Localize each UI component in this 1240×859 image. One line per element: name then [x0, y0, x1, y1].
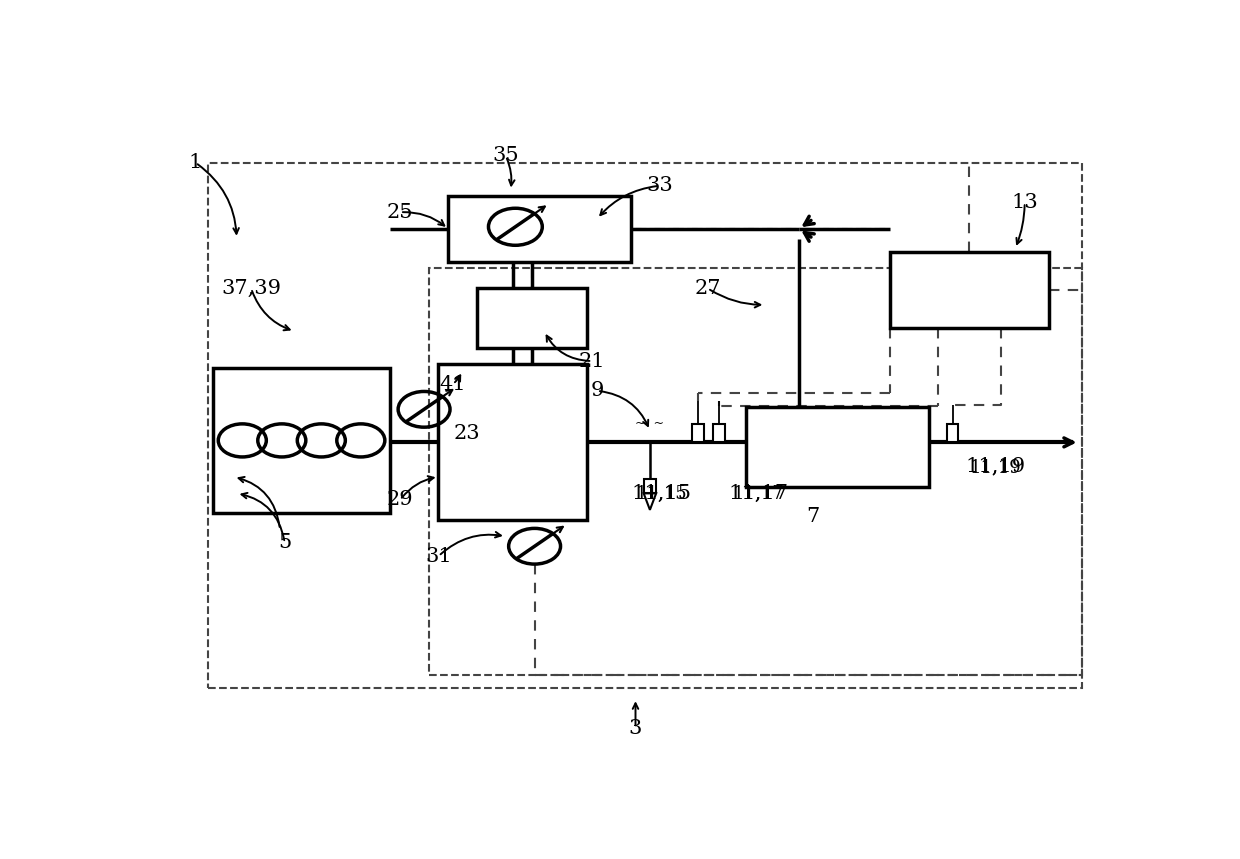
Text: 1: 1: [188, 153, 202, 172]
Text: 23: 23: [454, 424, 481, 443]
Text: 11,17: 11,17: [729, 484, 789, 503]
Bar: [713, 423, 725, 442]
Text: 11,17: 11,17: [733, 484, 785, 503]
Bar: [890, 252, 1049, 328]
Bar: [947, 423, 959, 442]
Text: 7: 7: [807, 507, 820, 526]
Text: 31: 31: [425, 546, 451, 566]
Text: 11,19: 11,19: [966, 457, 1025, 477]
Text: 9: 9: [590, 381, 604, 400]
Text: ~  ~: ~ ~: [635, 417, 665, 430]
Bar: [746, 407, 929, 487]
Text: 27: 27: [694, 279, 720, 298]
Text: 13: 13: [1012, 192, 1038, 212]
Text: 25: 25: [387, 203, 413, 222]
Text: 3: 3: [629, 719, 642, 738]
Bar: [448, 196, 631, 262]
Text: 29: 29: [387, 490, 413, 509]
Bar: [429, 268, 1083, 675]
Bar: [208, 162, 1083, 688]
Text: 11,15: 11,15: [636, 484, 687, 503]
Bar: [477, 289, 588, 348]
Text: 21: 21: [579, 351, 605, 370]
Text: 11,15: 11,15: [631, 484, 692, 503]
Bar: [644, 478, 656, 493]
Bar: [692, 423, 704, 442]
Text: 33: 33: [646, 176, 673, 195]
Text: 37,39: 37,39: [221, 279, 281, 298]
Bar: [439, 364, 588, 520]
Text: 11,19: 11,19: [970, 458, 1022, 476]
Text: 5: 5: [278, 533, 291, 552]
Text: 41: 41: [440, 375, 466, 393]
Text: 35: 35: [492, 147, 520, 166]
Bar: [213, 368, 391, 513]
